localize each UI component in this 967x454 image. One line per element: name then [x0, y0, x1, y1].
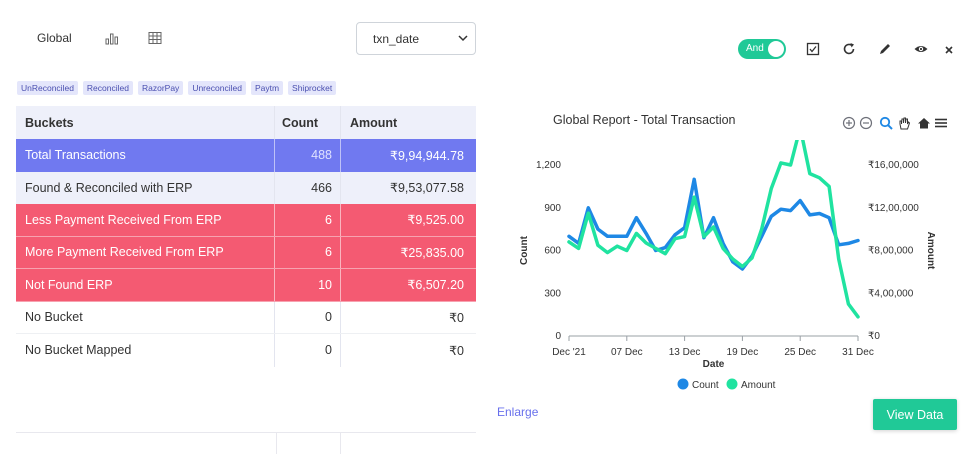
y-tick-label: 300: [544, 288, 561, 299]
y2-tick-label: ₹16,00,000: [868, 160, 919, 171]
tag-chip[interactable]: Shiprocket: [288, 81, 337, 95]
x-tick-label: 07 Dec: [611, 347, 643, 358]
count-cell: 0: [325, 310, 332, 325]
tab-global[interactable]: Global: [37, 31, 72, 45]
amount-cell: ₹25,835.00: [400, 245, 464, 260]
table-divider: [276, 433, 277, 454]
y2-tick-label: ₹4,00,000: [868, 288, 914, 299]
bucket-cell: Less Payment Received From ERP: [25, 212, 222, 227]
amount-cell: ₹9,53,077.58: [390, 181, 464, 196]
y-tick-label: 900: [544, 203, 561, 214]
refresh-icon[interactable]: [841, 41, 857, 57]
legend-label: Amount: [741, 380, 776, 391]
y2-tick-label: ₹12,00,000: [868, 203, 919, 214]
y-tick-label: 0: [555, 331, 561, 342]
count-cell: 10: [318, 277, 332, 292]
x-tick-label: 31 Dec: [842, 347, 874, 358]
bucket-cell: No Bucket Mapped: [25, 343, 132, 358]
count-cell: 6: [325, 245, 332, 260]
view-data-button[interactable]: View Data: [873, 399, 957, 430]
table-row[interactable]: No Bucket 0 ₹0: [16, 301, 476, 334]
x-tick-label: 13 Dec: [669, 347, 701, 358]
amount-cell: ₹9,525.00: [407, 213, 464, 228]
header-buckets: Buckets: [25, 115, 74, 130]
amount-cell: ₹0: [449, 343, 464, 358]
table-row[interactable]: More Payment Received From ERP 6 ₹25,835…: [16, 236, 476, 269]
x-axis-title: Date: [703, 359, 725, 370]
series-line-amount: [567, 140, 860, 319]
count-cell: 466: [311, 180, 332, 195]
legend-label: Count: [692, 380, 719, 391]
table-row[interactable]: No Bucket Mapped 0 ₹0: [16, 334, 476, 367]
y2-axis-title: Amount: [925, 232, 936, 270]
zoom-in-icon[interactable]: [842, 116, 856, 130]
line-chart: 0 300 600 900 1,200 ₹0 ₹4,00,000 ₹8,00,000 ₹12,0…: [519, 140, 936, 391]
series-line-count: [567, 177, 860, 271]
table-row[interactable]: Total Transactions 488 ₹9,94,944.78: [16, 139, 476, 172]
amount-cell: ₹9,94,944.78: [390, 148, 464, 163]
date-field-value: txn_date: [373, 32, 420, 46]
eye-icon[interactable]: [913, 41, 929, 57]
home-icon[interactable]: [917, 116, 931, 130]
y2-tick-label: ₹8,00,000: [868, 246, 914, 257]
tag-chip[interactable]: RazorPay: [137, 81, 184, 95]
toggle-label: And: [746, 43, 764, 54]
table-grid-icon[interactable]: [147, 30, 163, 46]
bucket-cell: Found & Reconciled with ERP: [25, 180, 193, 195]
pencil-icon[interactable]: [877, 41, 893, 57]
bucket-cell: No Bucket: [25, 310, 83, 325]
toggle-knob: [768, 41, 784, 57]
legend-marker-count: [677, 378, 689, 390]
y-tick-label: 600: [544, 246, 561, 257]
date-field-select[interactable]: txn_date: [356, 22, 476, 55]
table-divider: [16, 432, 476, 433]
tag-chip[interactable]: UnReconciled: [17, 81, 78, 95]
table-row[interactable]: Found & Reconciled with ERP 466 ₹9,53,07…: [16, 171, 476, 204]
buckets-table: Buckets Count Amount Total Transactions …: [16, 106, 476, 367]
tag-chip[interactable]: Reconciled: [82, 81, 133, 95]
x-tick-label: 25 Dec: [784, 347, 816, 358]
bucket-cell: More Payment Received From ERP: [25, 245, 224, 260]
y2-tick-label: ₹0: [868, 331, 880, 342]
enlarge-link[interactable]: Enlarge: [497, 405, 539, 419]
header-amount: Amount: [350, 115, 398, 130]
count-cell: 0: [325, 343, 332, 358]
table-row[interactable]: Not Found ERP 10 ₹6,507.20: [16, 269, 476, 302]
chevron-down-icon: [458, 35, 468, 42]
pan-hand-icon[interactable]: [897, 116, 911, 130]
tag-chip[interactable]: Paytm: [250, 81, 284, 95]
count-cell: 488: [311, 148, 332, 163]
bucket-cell: Not Found ERP: [25, 277, 113, 292]
table-header-row: Buckets Count Amount: [16, 106, 476, 139]
zoom-out-icon[interactable]: [859, 116, 873, 130]
and-toggle[interactable]: And: [738, 39, 786, 59]
checkbox-icon[interactable]: [805, 41, 821, 57]
filter-tags: UnReconciled Reconciled RazorPay Unrecon…: [17, 81, 337, 95]
legend-marker-amount: [726, 378, 738, 390]
bar-chart-icon[interactable]: [104, 30, 120, 46]
amount-cell: ₹0: [449, 310, 464, 325]
bucket-cell: Total Transactions: [25, 148, 126, 163]
menu-icon[interactable]: [934, 116, 948, 130]
table-divider: [340, 433, 341, 454]
y-tick-label: 1,200: [536, 160, 561, 171]
tag-chip[interactable]: Unreconciled: [188, 81, 246, 95]
close-icon[interactable]: [941, 41, 957, 57]
table-row[interactable]: Less Payment Received From ERP 6 ₹9,525.…: [16, 204, 476, 237]
zoom-select-icon[interactable]: [879, 116, 893, 130]
chart-title: Global Report - Total Transaction: [553, 113, 736, 127]
header-count: Count: [282, 115, 319, 130]
x-tick-label: Dec '21: [552, 347, 586, 358]
amount-cell: ₹6,507.20: [407, 278, 464, 293]
x-tick-label: 19 Dec: [727, 347, 759, 358]
y-axis-title: Count: [519, 235, 530, 265]
count-cell: 6: [325, 212, 332, 227]
